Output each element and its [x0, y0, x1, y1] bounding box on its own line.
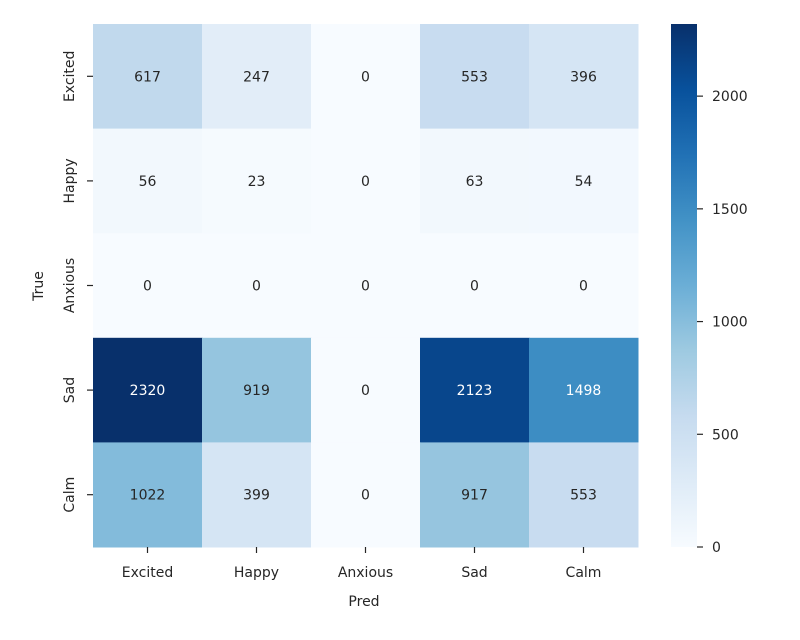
heatmap-cell: [202, 233, 312, 339]
heatmap-cell-value: 399: [243, 488, 270, 504]
heatmap-cell-value: 0: [143, 279, 152, 295]
heatmap-cell: [529, 128, 639, 234]
heatmap-cell-value: 0: [361, 279, 370, 295]
heatmap-cell-value: 2320: [130, 383, 166, 399]
heatmap-cell: [420, 442, 530, 548]
heatmap-cell-value: 0: [252, 279, 261, 295]
x-tick-label: Calm: [566, 565, 602, 581]
heatmap-cell-value: 1022: [130, 488, 166, 504]
x-tick-label: Anxious: [338, 565, 393, 581]
heatmap-cell: [311, 337, 421, 443]
heatmap-cell-value: 56: [139, 174, 157, 190]
y-tick-label: Excited: [62, 51, 78, 102]
heatmap-cell: [529, 442, 639, 548]
heatmap-cell: [93, 337, 203, 443]
heatmap-cell-value: 54: [575, 174, 593, 190]
heatmap-cell-value: 0: [470, 279, 479, 295]
colorbar: [671, 24, 697, 547]
heatmap-cell: [93, 233, 203, 339]
heatmap-cell: [420, 24, 530, 130]
x-axis-ticks: Excited Happy Anxious Sad Calm: [122, 547, 602, 581]
heatmap-cell-value: 0: [361, 488, 370, 504]
heatmap-cell-value: 617: [134, 69, 161, 85]
heatmap-cell-value: 63: [466, 174, 484, 190]
x-tick-label: Excited: [122, 565, 173, 581]
heatmap-cell-value: 23: [248, 174, 266, 190]
y-axis-label: True: [31, 271, 47, 302]
heatmap-cell-value: 1498: [566, 383, 602, 399]
x-tick-label: Happy: [234, 565, 279, 581]
x-axis-label: Pred: [348, 594, 379, 610]
colorbar-tick-label: 1000: [712, 315, 748, 331]
y-tick-label: Calm: [62, 477, 78, 513]
heatmap-cells: [93, 24, 639, 548]
heatmap-cell: [311, 128, 421, 234]
heatmap-cell: [420, 128, 530, 234]
y-axis-ticks: Excited Happy Anxious Sad Calm: [62, 51, 93, 513]
x-tick-label: Sad: [461, 565, 487, 581]
heatmap-cell: [202, 337, 312, 443]
heatmap-cell-labels: 617 247 0 553 396 56 23 0 63 54 0 0 0 0 0 2320 919 0 2123 1…: [130, 69, 602, 503]
heatmap-cell: [202, 24, 312, 130]
heatmap-cell-value: 2123: [457, 383, 493, 399]
heatmap-cell: [311, 442, 421, 548]
heatmap-cell-value: 0: [579, 279, 588, 295]
y-tick-label: Happy: [62, 158, 78, 203]
heatmap-cell: [420, 337, 530, 443]
heatmap-cell: [529, 337, 639, 443]
heatmap-cell: [311, 233, 421, 339]
heatmap-cell: [420, 233, 530, 339]
heatmap-cell-value: 0: [361, 383, 370, 399]
heatmap-cell-value: 0: [361, 174, 370, 190]
heatmap-cell-value: 553: [461, 69, 488, 85]
heatmap-cell: [202, 442, 312, 548]
heatmap-cell: [311, 24, 421, 130]
heatmap-cell-value: 917: [461, 488, 488, 504]
heatmap-cell: [529, 24, 639, 130]
colorbar-tick-label: 2000: [712, 89, 748, 105]
heatmap-cell-value: 919: [243, 383, 270, 399]
heatmap-cell: [202, 128, 312, 234]
heatmap-cell: [529, 233, 639, 339]
heatmap-cell: [93, 128, 203, 234]
heatmap-cell-value: 396: [570, 69, 597, 85]
colorbar-tick-label: 1500: [712, 202, 748, 218]
heatmap-cell-value: 247: [243, 69, 270, 85]
heatmap-cell: [93, 24, 203, 130]
heatmap-cell-value: 553: [570, 488, 597, 504]
colorbar-tick-label: 0: [712, 540, 721, 556]
y-tick-label: Sad: [62, 377, 78, 403]
y-tick-label: Anxious: [62, 258, 78, 313]
colorbar-tick-label: 500: [712, 427, 739, 443]
colorbar-ticks: 0 500 1000 1500 2000: [697, 89, 748, 556]
heatmap-cell: [93, 442, 203, 548]
heatmap-cell-value: 0: [361, 69, 370, 85]
